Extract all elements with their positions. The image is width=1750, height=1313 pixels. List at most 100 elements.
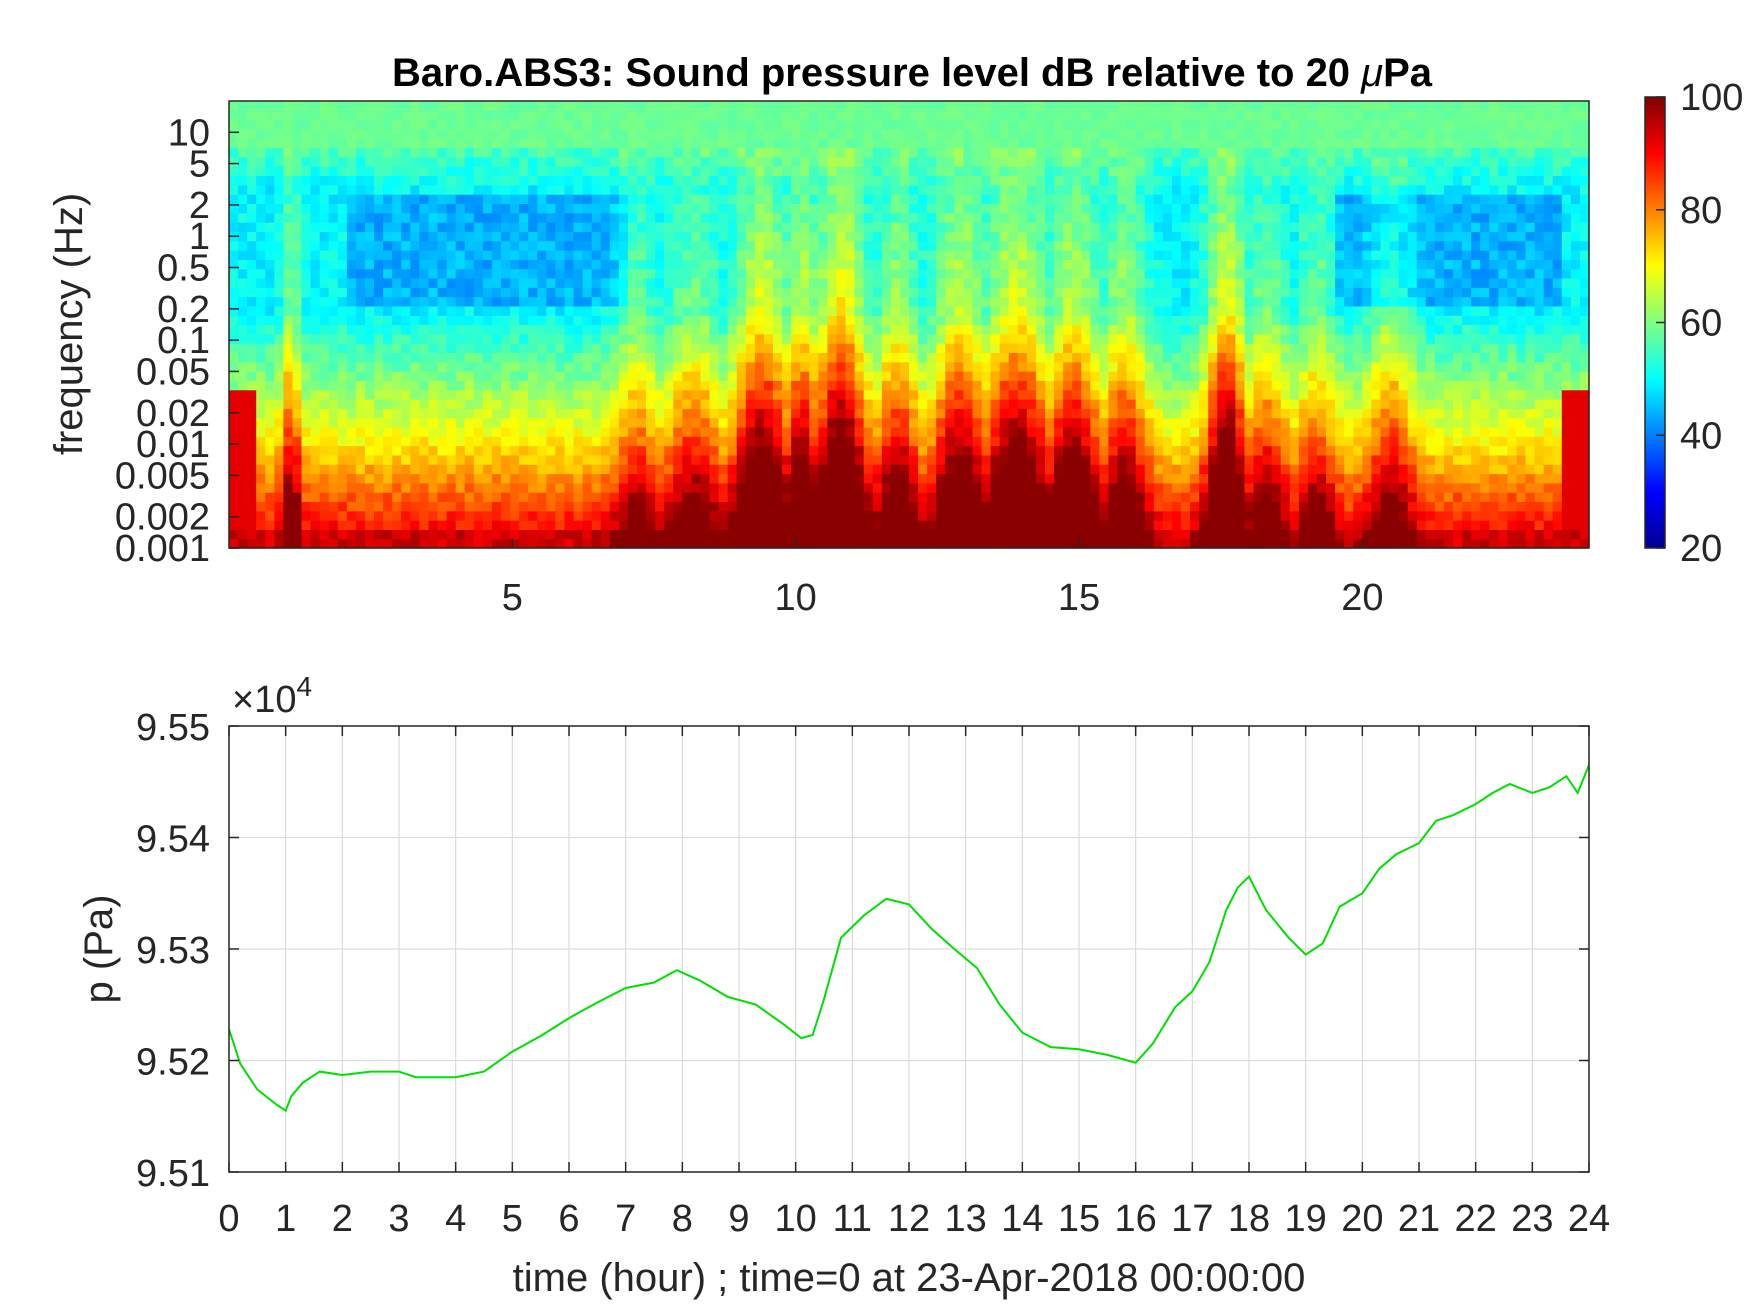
heatmap-cell <box>274 482 284 493</box>
heatmap-cell <box>627 240 638 251</box>
heatmap-cell <box>618 492 629 503</box>
heatmap-cell <box>773 138 783 149</box>
heatmap-cell <box>963 464 974 475</box>
heatmap-cell <box>537 222 547 232</box>
heatmap-cell <box>537 138 547 149</box>
heatmap-cell <box>618 212 629 223</box>
heatmap-cell <box>537 482 547 493</box>
heatmap-cell <box>1144 156 1155 167</box>
heatmap-cell <box>446 296 457 307</box>
heatmap-cell <box>1035 492 1046 503</box>
heatmap-cell <box>1063 166 1073 177</box>
heatmap-cell <box>745 408 756 419</box>
heatmap-cell <box>573 399 584 409</box>
heatmap-cell <box>1017 482 1028 493</box>
heatmap-cell <box>265 175 275 186</box>
heatmap-cell <box>890 399 901 409</box>
heatmap-cell <box>936 259 946 270</box>
heatmap-cell <box>1135 380 1146 391</box>
heatmap-cell <box>800 343 810 354</box>
heatmap-cell <box>890 538 901 549</box>
heatmap-cell <box>555 436 566 447</box>
heatmap-cell <box>310 343 321 354</box>
heatmap-cell <box>627 333 638 344</box>
heatmap-cell <box>537 277 547 288</box>
heatmap-cell <box>591 445 602 456</box>
heatmap-cell <box>283 194 294 205</box>
heatmap-cell <box>428 343 439 354</box>
heatmap-cell <box>918 510 928 521</box>
heatmap-cell <box>618 371 629 381</box>
heatmap-cell <box>1054 147 1064 158</box>
heatmap-cell <box>355 538 366 549</box>
heatmap-cell <box>945 473 955 484</box>
heatmap-cell <box>800 352 810 363</box>
heatmap-cell <box>374 333 384 344</box>
heatmap-cell <box>1135 324 1146 335</box>
heatmap-cell <box>1126 296 1137 307</box>
heatmap-cell <box>1153 417 1164 428</box>
heatmap-cell <box>773 156 783 167</box>
heatmap-cell <box>591 399 602 409</box>
heatmap-cell <box>374 305 384 316</box>
heatmap-cell <box>229 212 239 223</box>
heatmap-cell <box>374 380 384 391</box>
heatmap-cell <box>419 473 430 484</box>
heatmap-cell <box>591 119 602 130</box>
heatmap-cell <box>1072 259 1082 270</box>
heatmap-cell <box>555 203 566 214</box>
heatmap-cell <box>383 510 393 521</box>
heatmap-cell <box>528 408 538 419</box>
heatmap-cell <box>1045 426 1055 437</box>
heatmap-cell <box>464 454 475 465</box>
heatmap-cell <box>274 212 284 223</box>
heatmap-cell <box>727 101 738 111</box>
heatmap-cell <box>999 101 1010 111</box>
heatmap-cell <box>1153 473 1164 484</box>
heatmap-cell <box>890 296 901 307</box>
heatmap-cell <box>1162 436 1173 447</box>
heatmap-cell <box>954 194 964 205</box>
heatmap-cell <box>927 101 937 111</box>
heatmap-cell <box>1144 166 1155 177</box>
heatmap-cell <box>700 110 711 121</box>
heatmap-cell <box>374 156 384 167</box>
heatmap-cell <box>510 417 520 428</box>
heatmap-cell <box>754 110 765 121</box>
heatmap-cell <box>1045 119 1055 130</box>
heatmap-cell <box>428 110 439 121</box>
heatmap-cell <box>355 445 366 456</box>
heatmap-cell <box>555 380 566 391</box>
heatmap-cell <box>528 538 538 549</box>
heatmap-cell <box>546 445 556 456</box>
heatmap-cell <box>319 287 330 298</box>
heatmap-cell <box>319 464 330 475</box>
heatmap-cell <box>727 287 738 298</box>
heatmap-cell <box>464 343 475 354</box>
heatmap-cell <box>346 203 357 214</box>
heatmap-cell <box>881 473 892 484</box>
heatmap-cell <box>292 417 303 428</box>
heatmap-cell <box>328 222 339 232</box>
heatmap-cell <box>437 445 448 456</box>
heatmap-cell <box>899 436 910 447</box>
heatmap-cell <box>564 101 575 111</box>
heatmap-cell <box>664 482 674 493</box>
heatmap-cell <box>763 277 774 288</box>
heatmap-cell <box>1081 492 1091 503</box>
heatmap-cell <box>863 287 874 298</box>
heatmap-cell <box>954 361 964 372</box>
heatmap-cell <box>546 361 556 372</box>
heatmap-cell <box>546 315 556 326</box>
heatmap-cell <box>754 212 765 223</box>
heatmap-cell <box>1117 287 1128 298</box>
heatmap-cell <box>528 277 538 288</box>
heatmap-cell <box>1026 436 1037 447</box>
heatmap-cell <box>582 138 593 149</box>
heatmap-cell <box>392 399 402 409</box>
heatmap-cell <box>265 408 275 419</box>
heatmap-cell <box>383 194 393 205</box>
heatmap-cell <box>827 296 838 307</box>
heatmap-cell <box>709 277 720 288</box>
